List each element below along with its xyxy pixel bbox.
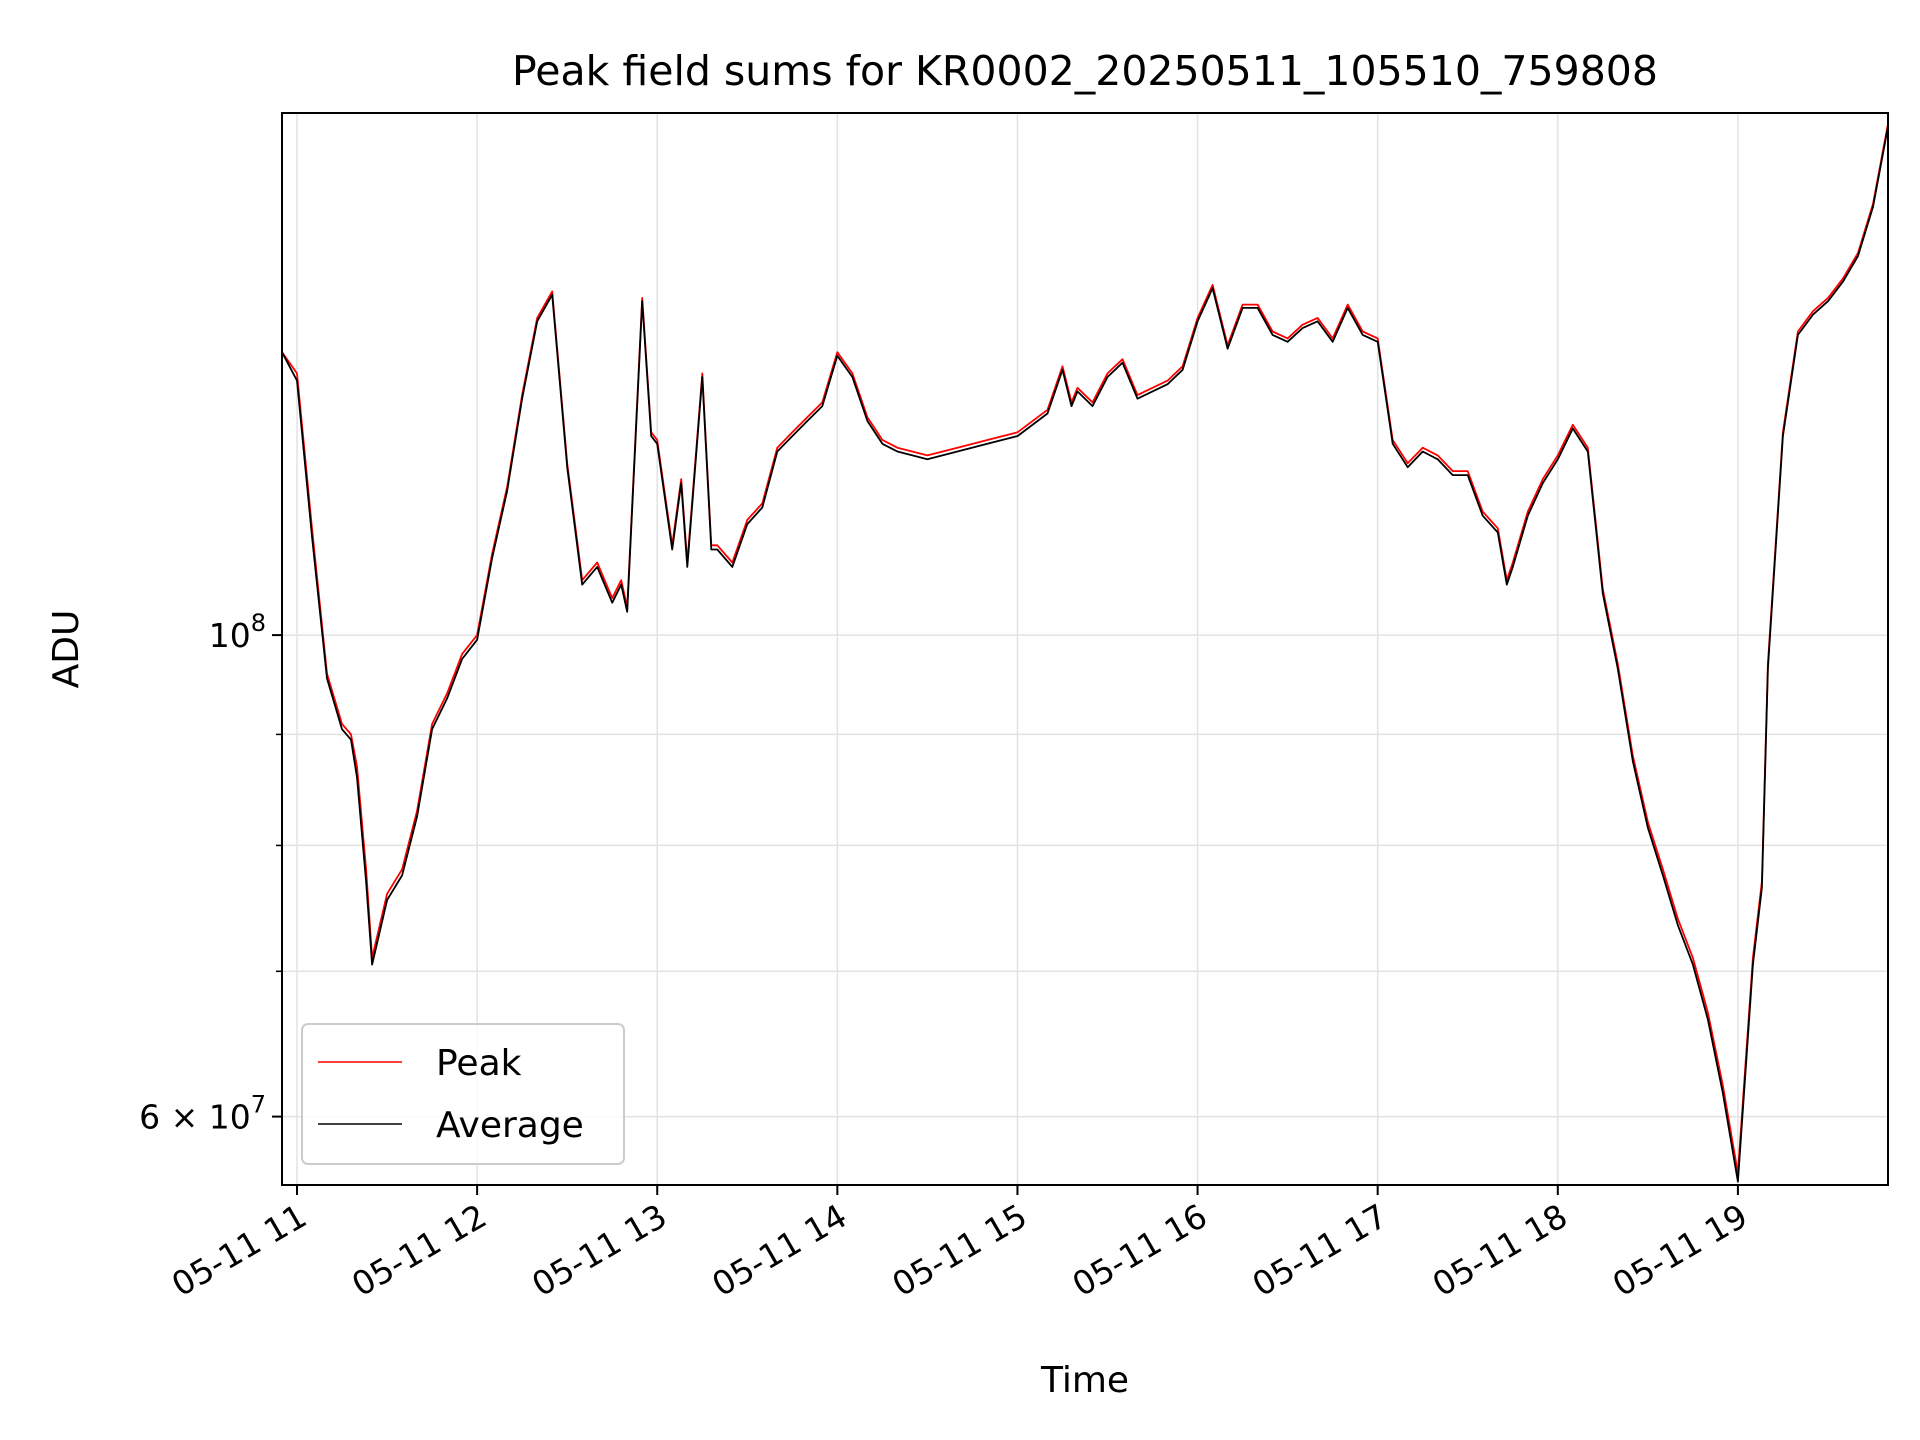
legend-label-average: Average [436,1105,584,1146]
y-tick-label: 108 [209,609,266,655]
y-axis-ticks: 108 6 × 107 [139,609,282,1137]
chart-title: Peak field sums for KR0002_20250511_1055… [512,47,1658,95]
legend-label-peak: Peak [436,1043,522,1084]
gridlines [282,113,1888,1185]
x-axis-label: Time [1040,1360,1129,1401]
plot-frame [281,112,1889,1186]
y-axis-label: ADU [46,610,87,689]
series-line-average [281,126,1889,1183]
legend: Peak Average [301,1023,625,1165]
y-tick-label: 6 × 107 [139,1091,266,1137]
series-lines [281,123,1889,1183]
legend-box [301,1023,625,1165]
